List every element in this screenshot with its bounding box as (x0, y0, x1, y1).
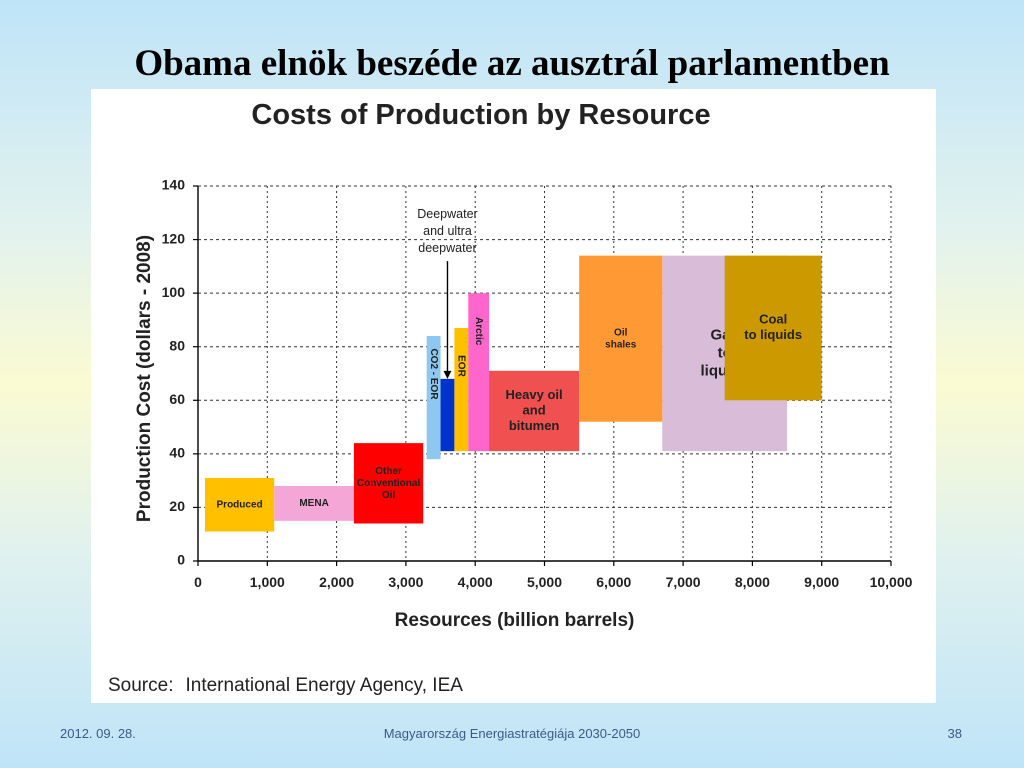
block-heavy-oil-and-bitumen (489, 370, 580, 452)
block-coal-to-liquids (724, 255, 822, 401)
x-tick-label: 9,000 (804, 574, 839, 590)
block-oil-shales (579, 255, 663, 422)
annotation-arrow-head (443, 370, 452, 379)
block-label: Heavy oil (506, 387, 563, 402)
source-text: International Energy Agency, IEA (185, 675, 463, 696)
block-label: MENA (299, 498, 328, 509)
block-label: and (523, 402, 546, 417)
x-tick-label: 3,000 (388, 574, 423, 590)
block-label: CO2 - EOR (428, 348, 439, 400)
y-tick-label: 100 (162, 284, 186, 300)
block-label: Conventional (357, 478, 421, 489)
block-deepwater-and-ultra-deepwater (440, 378, 455, 452)
y-tick-label: 20 (169, 498, 185, 514)
block-label: Oil (614, 327, 628, 338)
annotation-label: Deepwater (417, 207, 477, 221)
annotation-label: deepwater (418, 241, 476, 255)
block-mena (274, 486, 354, 521)
source-label: Source: (108, 675, 174, 696)
block-co2-eor (426, 336, 441, 460)
footer-date: 2012. 09. 28. (60, 726, 136, 741)
annotation-label: and ultra (423, 224, 472, 238)
y-tick-label: 40 (169, 445, 185, 461)
footer-center-text: Magyarország Energiastratégiája 2030-205… (383, 726, 641, 741)
x-tick-label: 4,000 (458, 574, 493, 590)
block-label: Produced (217, 499, 263, 510)
x-tick-label: 10,000 (870, 574, 913, 590)
block-label: bitumen (509, 418, 560, 433)
y-tick-label: 0 (177, 552, 185, 568)
x-tick-label: 5,000 (527, 574, 562, 590)
y-tick-label: 60 (169, 391, 185, 407)
x-tick-label: 1,000 (250, 574, 285, 590)
x-tick-label: 2,000 (319, 574, 354, 590)
y-tick-label: 120 (162, 230, 186, 246)
source-note: Source: International Energy Agency, IEA (108, 675, 463, 697)
page-number: 38 (947, 726, 962, 741)
block-label: Arctic (473, 317, 484, 346)
block-label: Other (375, 466, 402, 477)
y-tick-label: 140 (162, 177, 186, 193)
block-arctic (468, 293, 490, 452)
block-other-conventional-oil (353, 443, 424, 524)
x-tick-label: 8,000 (735, 574, 770, 590)
block-label: EOR (456, 355, 467, 377)
block-label: shales (605, 339, 637, 350)
x-tick-label: 7,000 (666, 574, 701, 590)
y-axis-label: Production Cost (dollars - 2008) (134, 235, 155, 522)
x-axis-label: Resources (billion barrels) (395, 610, 635, 631)
block-label: to liquids (744, 327, 802, 342)
block-produced (204, 477, 275, 532)
chart-panel: Costs of Production by Resource Produced… (91, 89, 936, 703)
block-label: Coal (759, 312, 787, 327)
slide-title: Obama elnök beszéde az ausztrál parlamen… (134, 43, 890, 84)
x-tick-label: 6,000 (596, 574, 631, 590)
block-label: Oil (382, 490, 396, 501)
y-tick-label: 80 (169, 337, 185, 353)
block-eor (454, 327, 469, 452)
x-tick-label: 0 (194, 574, 202, 590)
chart-title: Costs of Production by Resource (251, 99, 711, 131)
